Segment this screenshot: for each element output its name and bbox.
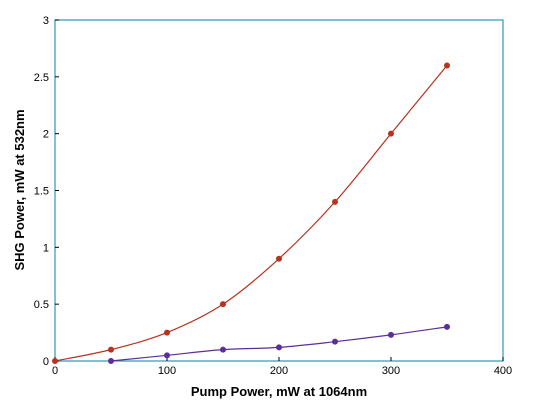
series-1-point [52, 358, 58, 364]
series-1-point [220, 301, 226, 308]
y-tick-label: 0 [43, 356, 49, 368]
series-1-point [276, 255, 282, 262]
series-1-point [108, 346, 114, 353]
series-2-point [220, 346, 226, 353]
series-2-point [276, 344, 282, 351]
x-tick-label: 200 [270, 365, 288, 377]
series-1-line [54, 65, 448, 362]
x-tick-label: 0 [52, 365, 58, 377]
y-tick-label: 1 [43, 242, 49, 254]
y-tick-label: 2 [43, 129, 49, 141]
y-tick-label: 0.5 [34, 299, 49, 311]
y-axis-title: SHG Power, mW at 532nm [12, 109, 27, 270]
series-1-point [332, 198, 338, 205]
x-axis-ticks: 0 100 200 300 400 [52, 357, 512, 377]
y-tick-label: 2.5 [34, 72, 49, 84]
series-1-point [444, 62, 450, 69]
y-tick-label: 3 [43, 15, 49, 27]
y-tick-label: 1.5 [34, 186, 49, 198]
x-axis-title: Pump Power, mW at 1064nm [191, 384, 367, 399]
plot-frame [54, 19, 504, 362]
series-1-point [164, 329, 170, 336]
series-layer [52, 62, 450, 364]
series-2-point [108, 358, 114, 364]
series-2-line [110, 326, 448, 362]
series-2-point [164, 352, 170, 359]
x-tick-label: 100 [158, 365, 176, 377]
series-2-point [332, 338, 338, 345]
series-2-point [444, 323, 450, 330]
x-tick-label: 400 [494, 365, 512, 377]
series-2-point [388, 331, 394, 338]
series-1-point [388, 130, 394, 137]
x-tick-label: 300 [382, 365, 400, 377]
